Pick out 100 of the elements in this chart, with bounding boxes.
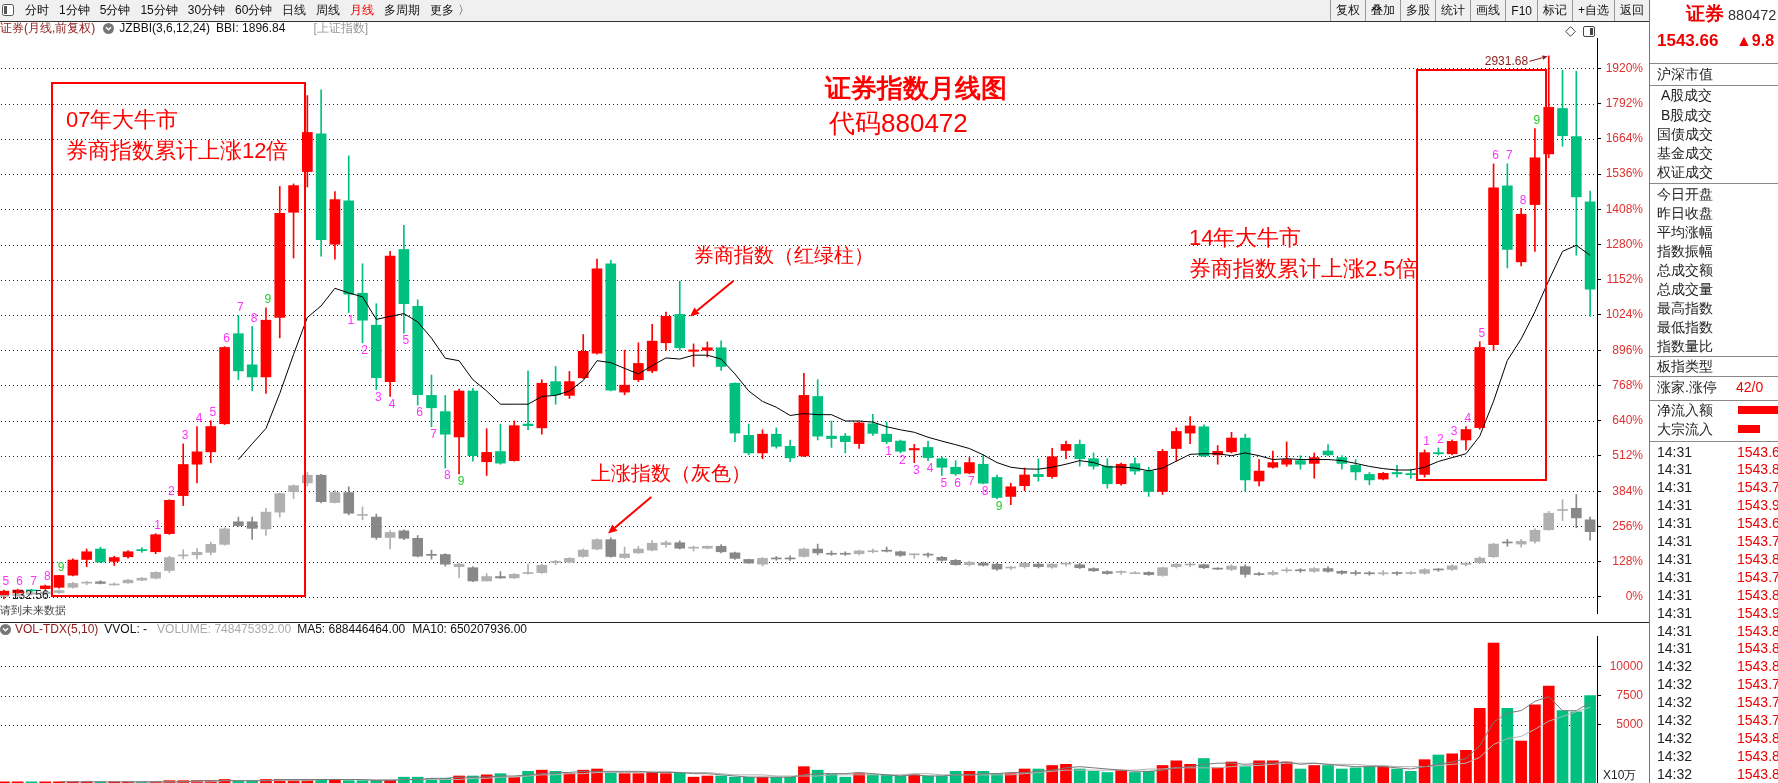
text: 1分钟 — [59, 2, 90, 19]
text: 涨家.涨停 — [1657, 377, 1717, 396]
y-tick-label: 512% — [1612, 448, 1644, 463]
text: 多股 — [1400, 0, 1436, 21]
text: 沪深市值 — [1657, 65, 1713, 83]
text: 3 — [181, 428, 189, 443]
text: 8 — [250, 310, 258, 325]
y-tick-label: 0% — [1625, 589, 1644, 604]
y-tick-label: 1408% — [1605, 201, 1644, 216]
text: 1 — [1423, 434, 1430, 449]
y-tick-label: 896% — [1612, 342, 1644, 357]
text: 7 — [237, 299, 244, 314]
text: MA5: 688446464.00 — [297, 622, 406, 636]
text: VVOL: - — [104, 622, 148, 636]
text: 15分钟 — [140, 2, 178, 19]
text: 14:31 — [1657, 567, 1693, 586]
text: ▲9.8 — [1736, 31, 1775, 51]
y-tick-label: 1664% — [1605, 131, 1644, 146]
text: 14:31 — [1657, 514, 1693, 533]
text: 14:31 — [1657, 442, 1693, 461]
text: 基金成交 — [1657, 144, 1713, 162]
text: MA10: 650207936.00 — [412, 622, 527, 636]
annotation: 券商指数（红绿柱） — [694, 243, 874, 268]
text: 3 — [1450, 424, 1458, 439]
text: 复权 — [1330, 0, 1366, 21]
y-tick-label: 768% — [1612, 377, 1644, 392]
text: 证券指数月线图 — [825, 73, 1007, 103]
annotation: 14年大牛市 — [1189, 224, 1302, 252]
text: 2 — [899, 453, 906, 468]
annotation: 2931.68 — [1484, 53, 1529, 68]
text: 4 — [1464, 410, 1472, 425]
text: 平均涨幅 — [1657, 223, 1713, 241]
text: 7 — [30, 573, 37, 588]
y-tick-label: 1024% — [1605, 307, 1644, 322]
text: F10 — [1505, 0, 1537, 21]
text: 14:32 — [1657, 693, 1693, 712]
text: 6 — [954, 475, 961, 490]
text: 8 — [443, 468, 451, 483]
text: 最高指数 — [1657, 298, 1713, 317]
text: 总成交额 — [1657, 261, 1713, 279]
text: 总成交量 — [1657, 280, 1713, 298]
text: 14:31 — [1657, 496, 1693, 515]
text: 标记 — [1536, 0, 1572, 21]
text: 板指类型 — [1657, 357, 1713, 375]
text: 更多 〉 — [430, 2, 470, 19]
text: 叠加 — [1365, 0, 1401, 21]
text: 返回 — [1614, 0, 1649, 21]
y-tick-label: 256% — [1612, 518, 1644, 533]
text: 30分钟 — [187, 2, 226, 19]
text: 权证成交 — [1657, 163, 1713, 181]
text: 周线 — [316, 2, 341, 19]
text: 指数振幅 — [1657, 242, 1713, 260]
y-tick-label: 1280% — [1605, 236, 1644, 251]
text: 9 — [457, 474, 465, 489]
y-tick-label: 5000 — [1616, 716, 1644, 731]
text: 3 — [912, 462, 920, 477]
text: 昨日收盘 — [1657, 204, 1713, 222]
annotation: 07年大牛市 — [66, 106, 179, 134]
text: 5 — [402, 333, 410, 348]
text: 14:31 — [1657, 639, 1693, 658]
text: +自选 — [1571, 0, 1614, 21]
text: [上证指数] — [313, 21, 369, 35]
y-axis-title: X10万 — [1603, 768, 1637, 782]
text: 月线 — [350, 2, 375, 19]
text: 880472 — [1728, 6, 1777, 24]
text: 1 — [347, 312, 355, 327]
text: 14:32 — [1657, 764, 1693, 783]
text: VOLUME: 748475392.00 — [157, 622, 292, 636]
text: 14:32 — [1657, 657, 1693, 676]
text: 6 — [16, 573, 24, 588]
text: 国债成交 — [1657, 125, 1713, 143]
text: 14:32 — [1657, 746, 1693, 765]
annotation: 上涨指数（灰色） — [591, 461, 751, 486]
text: 指数量比 — [1657, 337, 1713, 355]
text: 5分钟 — [99, 2, 131, 19]
text: 4 — [926, 460, 934, 475]
y-tick-label: 7500 — [1616, 687, 1644, 702]
annotation: 请到未来数据 — [0, 604, 66, 617]
text: 14:31 — [1657, 621, 1693, 640]
text: 14:31 — [1657, 460, 1693, 479]
text: 多周期 — [384, 2, 421, 19]
text: 统计 — [1435, 0, 1471, 21]
text: 14:31 — [1657, 532, 1693, 550]
text: 7 — [968, 474, 975, 489]
text: 净流入额 — [1657, 401, 1713, 419]
text: VOL-TDX(5,10) — [15, 622, 99, 636]
text: 9 — [1533, 112, 1541, 127]
text: 14:32 — [1657, 728, 1693, 747]
text: 5 — [209, 405, 217, 420]
y-tick-label: 10000 — [1609, 658, 1644, 673]
text: 7 — [1506, 148, 1513, 163]
text: 14:32 — [1657, 711, 1693, 729]
text: 证券 — [1686, 3, 1724, 25]
text: B股成交 — [1661, 106, 1713, 124]
y-tick-label: 640% — [1612, 413, 1644, 428]
text: 最低指数 — [1657, 318, 1713, 336]
text: BBI: 1896.84 — [216, 21, 286, 35]
text: 1 — [885, 443, 892, 458]
text: 证券(月线,前复权) — [0, 21, 96, 35]
text: 7 — [430, 427, 437, 442]
